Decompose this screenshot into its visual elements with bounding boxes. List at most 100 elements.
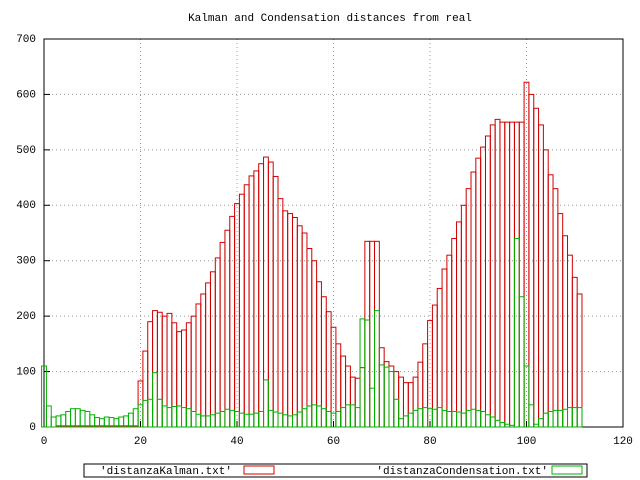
bar	[142, 350, 149, 428]
bar	[277, 198, 284, 428]
bar	[369, 240, 376, 428]
bar	[55, 415, 62, 428]
bar	[287, 213, 293, 428]
bar	[176, 405, 183, 428]
bar	[398, 418, 404, 428]
bar	[513, 238, 520, 428]
bar	[393, 398, 400, 428]
bar	[181, 329, 187, 428]
bar	[359, 367, 366, 428]
bar	[374, 240, 380, 428]
bar	[446, 410, 453, 428]
bar	[219, 241, 226, 428]
bar	[354, 407, 361, 428]
bar	[301, 408, 308, 428]
bar	[465, 409, 472, 428]
bar	[359, 318, 366, 428]
bar	[272, 411, 279, 428]
bar	[562, 235, 569, 428]
x-tick-label: 60	[327, 436, 340, 448]
bar	[518, 296, 525, 428]
bar	[374, 310, 380, 428]
bar	[431, 408, 438, 428]
bar	[465, 188, 472, 428]
bar	[480, 146, 486, 428]
bar	[253, 170, 260, 428]
bar	[248, 175, 255, 428]
bar	[209, 414, 216, 428]
bar	[340, 407, 347, 428]
bar	[509, 121, 515, 428]
bar	[441, 268, 448, 428]
bar	[79, 409, 86, 428]
bar	[238, 193, 245, 428]
bar	[195, 303, 202, 428]
bar	[296, 411, 303, 428]
x-tick-label: 120	[613, 436, 633, 448]
bar	[185, 322, 192, 428]
bar	[161, 405, 168, 428]
bar	[407, 382, 414, 428]
bar	[325, 410, 332, 428]
bar	[349, 376, 356, 428]
bar	[407, 412, 414, 428]
bar	[181, 407, 187, 428]
bar	[330, 326, 337, 428]
bar	[354, 377, 361, 428]
bar	[190, 315, 197, 428]
bar	[70, 408, 76, 428]
bar	[460, 204, 467, 428]
y-tick-label: 400	[16, 200, 36, 212]
bar	[378, 364, 385, 428]
bar	[291, 414, 298, 428]
bar	[142, 399, 149, 428]
legend-swatch	[243, 465, 275, 475]
legend-swatch	[551, 465, 583, 475]
bar	[533, 423, 540, 428]
bar	[311, 260, 318, 428]
bar	[60, 414, 67, 428]
bar	[176, 331, 183, 428]
bar	[263, 379, 269, 428]
bar	[253, 412, 260, 428]
x-tick-label: 20	[134, 436, 147, 448]
bar	[369, 387, 376, 428]
bar	[263, 156, 269, 428]
bar	[446, 254, 453, 428]
bar	[509, 424, 515, 428]
x-tick-label: 80	[423, 436, 436, 448]
bar	[229, 409, 236, 428]
bar	[248, 413, 255, 428]
legend-box	[83, 463, 588, 478]
bar	[402, 382, 409, 428]
bar	[494, 419, 501, 428]
bar	[50, 416, 57, 428]
bar	[562, 408, 569, 428]
bar	[132, 408, 139, 428]
bar	[523, 365, 530, 428]
bar	[576, 407, 583, 428]
bar	[538, 124, 544, 428]
bar	[557, 409, 564, 428]
bar	[156, 311, 163, 428]
bar	[243, 184, 250, 428]
bar	[417, 408, 424, 428]
bar	[422, 343, 429, 428]
bar	[291, 216, 298, 428]
bar	[185, 408, 192, 428]
bar	[214, 257, 221, 428]
bar	[316, 405, 322, 428]
bar	[345, 404, 351, 428]
bar	[200, 293, 207, 428]
legend-label: 'distanzaKalman.txt'	[100, 466, 232, 478]
bar	[282, 210, 289, 428]
bar	[412, 376, 419, 428]
bar	[412, 409, 419, 428]
bar	[383, 366, 390, 428]
bar	[74, 408, 81, 428]
bar	[451, 238, 458, 428]
y-tick-label: 0	[29, 422, 36, 434]
bar	[219, 410, 226, 428]
bar	[166, 312, 173, 428]
